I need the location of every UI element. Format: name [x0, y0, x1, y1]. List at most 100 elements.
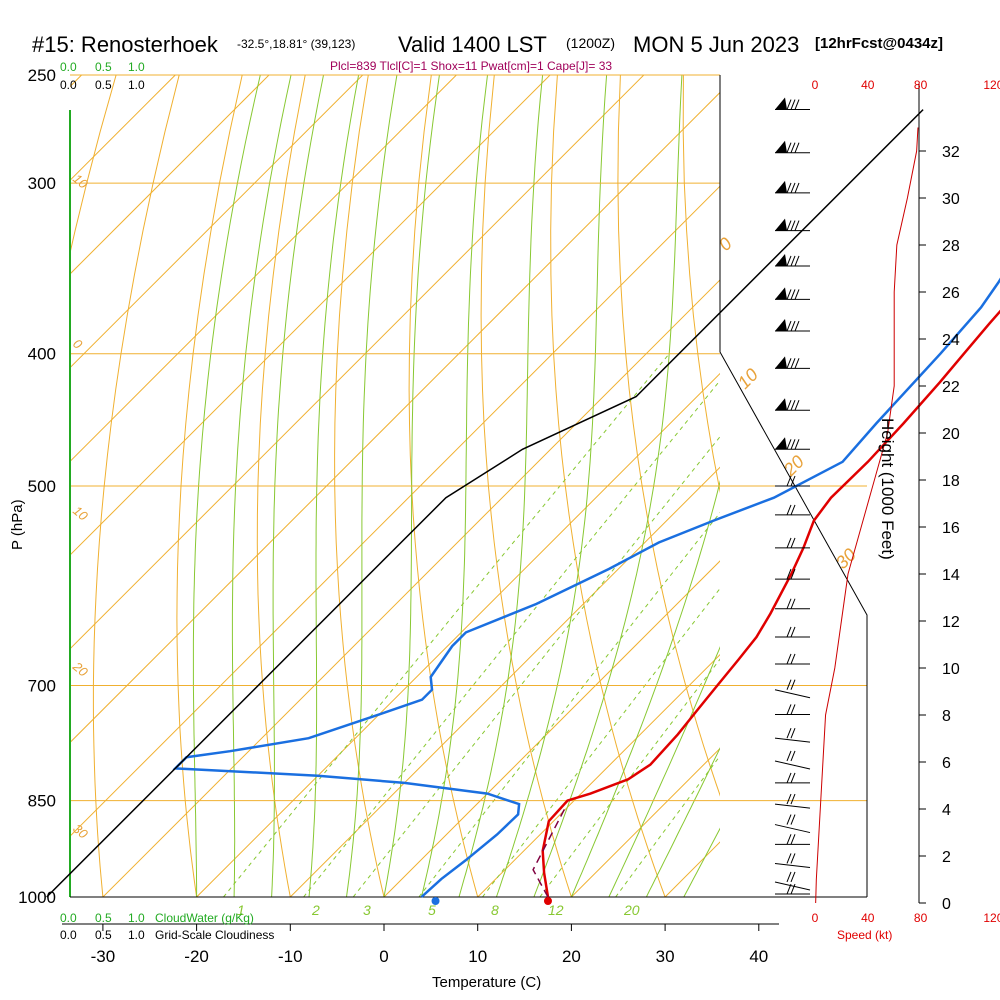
height-tick-label: 24	[942, 332, 960, 349]
dry-adiabat	[334, 75, 385, 897]
wind-barb	[775, 253, 810, 267]
speed-tick-label-top: 80	[914, 78, 928, 92]
cloudwater-legend-top: 0.0 0.5 1.0 0.0 0.5 1.0	[60, 60, 145, 92]
surface-temp-marker	[543, 897, 552, 905]
moist-adiabat	[192, 75, 261, 897]
isotherm-line	[853, 75, 1000, 897]
moist-adiabat	[421, 75, 488, 897]
height-tick-label: 0	[942, 896, 951, 913]
height-tick-label: 32	[942, 144, 960, 161]
height-tick-label: 12	[942, 614, 960, 631]
wind-barb	[775, 598, 810, 610]
speed-tick-label-top: 40	[861, 78, 875, 92]
dry-adiabat	[408, 75, 479, 897]
isotherm-line	[383, 560, 720, 897]
isotherm-line	[70, 75, 364, 369]
wind-barb	[774, 853, 811, 868]
height-tick-label: 6	[942, 755, 951, 772]
station-coords: -32.5°,18.81° (39,123)	[237, 37, 355, 51]
svg-text:0.5: 0.5	[95, 60, 112, 74]
pressure-tick-label: 250	[28, 66, 56, 85]
temperature-profile	[541, 309, 1000, 898]
moist-adiabat	[495, 75, 608, 897]
mixing-ratio-label: 1	[237, 902, 245, 918]
x-tick-label: 30	[656, 947, 675, 966]
wind-barb	[775, 883, 810, 895]
dry-adiabat	[176, 75, 243, 897]
pressure-tick-label: 400	[28, 345, 56, 364]
mixing-ratio-label: 2	[311, 902, 320, 918]
height-tick-label: 4	[942, 802, 951, 819]
dry-adiabat-label: 0	[715, 234, 736, 255]
dry-adiabat	[92, 75, 180, 897]
svg-text:1.0: 1.0	[128, 928, 145, 942]
x-tick-label: 40	[749, 947, 768, 966]
wind-barb	[775, 626, 810, 638]
wind-barb	[775, 398, 810, 411]
isotherm-label: 30	[70, 821, 91, 842]
isotherm-label: 10	[70, 503, 91, 524]
indices-line: Plcl=839 Tlcl[C]=1 Shox=11 Pwat[cm]=1 Ca…	[330, 59, 612, 73]
moist-adiabat	[570, 479, 720, 897]
mixing-ratio-line	[352, 435, 720, 897]
svg-text:1.0: 1.0	[128, 911, 145, 925]
height-tick-label: 18	[942, 473, 960, 490]
wind-barb	[774, 871, 811, 891]
isotherm-label: 10	[70, 171, 91, 192]
dry-adiabat	[256, 75, 306, 897]
height-tick-label: 26	[942, 285, 960, 302]
wind-barb	[775, 437, 810, 450]
mixing-ratio-line	[223, 353, 670, 897]
pressure-tick-label: 850	[28, 792, 56, 811]
pressure-tick-label: 1000	[18, 888, 56, 907]
svg-text:0.0: 0.0	[60, 911, 77, 925]
isotherm-line	[70, 75, 270, 275]
surface-dew-marker	[431, 897, 440, 905]
wind-barb	[775, 704, 810, 715]
isotherm-line	[477, 653, 720, 897]
moist-adiabat	[533, 75, 683, 897]
moist-adiabat	[231, 75, 292, 897]
forecast-date: MON 5 Jun 2023	[633, 32, 799, 57]
pressure-tick-label: 500	[28, 477, 56, 496]
cloudiness-label: Grid-Scale Cloudiness	[155, 928, 274, 942]
height-tick-label: 10	[942, 661, 960, 678]
x-tick-label: -30	[91, 947, 116, 966]
wind-barb	[774, 679, 811, 699]
speed-tick-label-bottom: 40	[861, 911, 875, 925]
wind-barb	[775, 772, 810, 784]
wind-speed-profile	[815, 127, 919, 904]
wind-barb	[774, 750, 811, 770]
moist-adiabat	[308, 75, 360, 897]
cloud-profile	[46, 109, 924, 898]
svg-text:0.5: 0.5	[95, 78, 112, 92]
isotherm-label: 20	[69, 658, 91, 680]
mixing-ratio-label: 5	[428, 902, 436, 918]
wind-barb	[775, 653, 810, 665]
isotherm-line	[70, 75, 457, 463]
wind-barb	[775, 287, 810, 300]
wind-barb	[775, 504, 810, 516]
speed-tick-label-bottom: 0	[812, 911, 819, 925]
zulu-time: (1200Z)	[566, 35, 615, 51]
pressure-tick-label: 700	[28, 677, 56, 696]
mixing-ratio-label: 20	[623, 902, 640, 918]
dry-adiabat	[682, 75, 720, 494]
svg-text:0.5: 0.5	[95, 911, 112, 925]
isotherm-label: 0	[70, 336, 86, 353]
mixing-ratio-label: 12	[548, 902, 564, 918]
svg-text:0.0: 0.0	[60, 60, 77, 74]
x-tick-label: 0	[379, 947, 388, 966]
dry-adiabat	[550, 75, 666, 897]
wind-barb	[775, 356, 810, 369]
forecast-info: [12hrFcst@0434z]	[815, 35, 943, 52]
dewpoint-profile	[172, 277, 1000, 898]
station-title: #15: Renosterhoek	[32, 32, 219, 57]
wind-barb	[774, 793, 811, 809]
x-tick-label: 10	[468, 947, 487, 966]
moist-adiabat	[458, 75, 544, 897]
moist-adiabat	[271, 75, 324, 897]
parcel-profile	[532, 807, 566, 898]
svg-text:0.5: 0.5	[95, 928, 112, 942]
